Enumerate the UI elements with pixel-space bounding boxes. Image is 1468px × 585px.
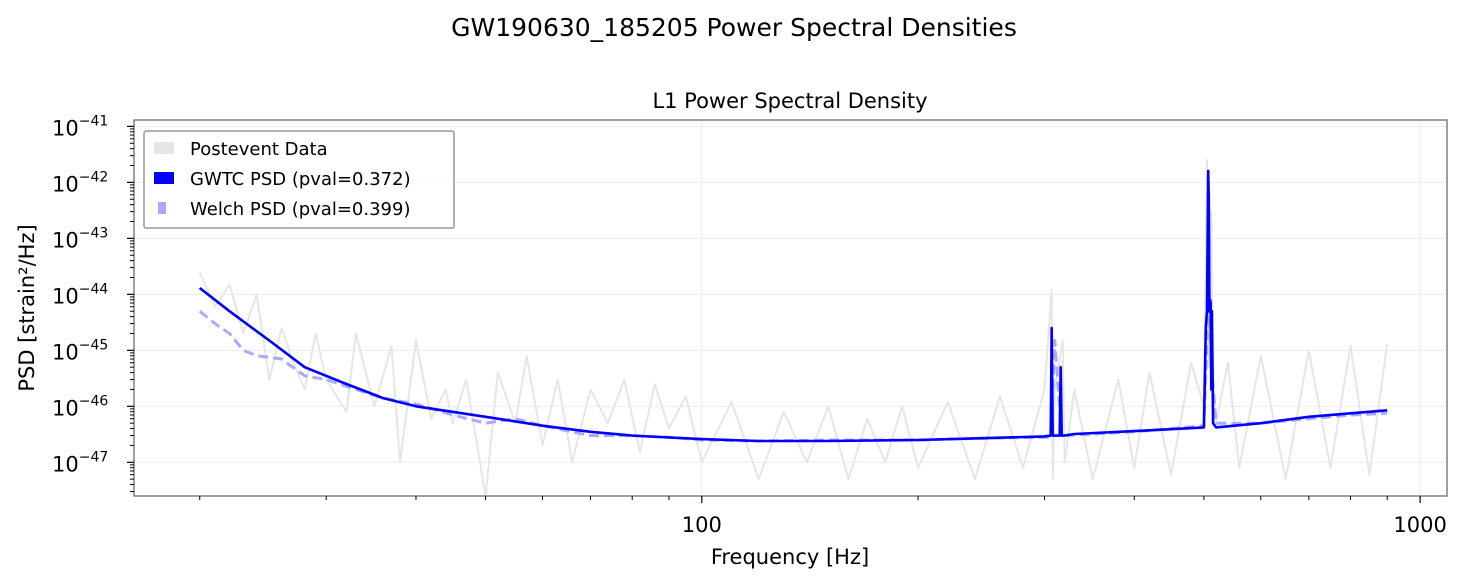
x-tick-label: 1000	[1393, 513, 1446, 537]
x-axis-label: Frequency [Hz]	[711, 545, 869, 569]
plot-frame	[133, 119, 1448, 497]
legend-swatch-welch	[158, 202, 166, 214]
axis-ticks: 100 100010−4710−4610−4510−4410−4310−4210−…	[52, 113, 1447, 537]
y-tick-label: 10−44	[52, 281, 108, 308]
y-tick-exponent: −45	[79, 337, 109, 353]
grid-lines	[134, 120, 1447, 496]
y-tick-base: 10	[52, 228, 79, 252]
y-axis-label: PSD [strain²/Hz]	[15, 224, 39, 391]
legend-label-postevent: Postevent Data	[190, 139, 328, 160]
y-tick-label: 10−47	[52, 449, 108, 476]
y-tick-exponent: −43	[79, 225, 109, 241]
series-gwtc-line	[198, 169, 1388, 443]
y-tick-label: 10−46	[52, 393, 108, 420]
legend-frame	[143, 130, 455, 229]
y-tick-exponent: −41	[79, 113, 109, 129]
y-tick-exponent: −47	[79, 449, 109, 465]
y-tick-base: 10	[52, 172, 79, 196]
legend-swatch-postevent	[154, 142, 174, 154]
legend: Postevent Data GWTC PSD (pval=0.372) Wel…	[143, 130, 455, 229]
legend-label-gwtc: GWTC PSD (pval=0.372)	[190, 169, 411, 190]
y-tick-base: 10	[52, 340, 79, 364]
y-tick-base: 10	[52, 396, 79, 420]
y-tick-label: 10−43	[52, 225, 108, 252]
chart-title: L1 Power Spectral Density	[652, 89, 927, 113]
legend-swatch-gwtc	[154, 172, 174, 184]
y-tick-exponent: −46	[79, 393, 109, 409]
y-tick-exponent: −42	[79, 169, 109, 185]
y-tick-label: 10−41	[52, 113, 108, 140]
y-tick-base: 10	[52, 284, 79, 308]
y-tick-label: 10−42	[52, 169, 108, 196]
x-tick-label: 100	[682, 513, 722, 537]
y-tick-base: 10	[52, 452, 79, 476]
y-tick-label: 10−45	[52, 337, 108, 364]
legend-label-welch: Welch PSD (pval=0.399)	[190, 199, 410, 220]
figure-suptitle: GW190630_185205 Power Spectral Densities	[451, 13, 1017, 42]
y-tick-base: 10	[52, 116, 79, 140]
y-tick-exponent: −44	[79, 281, 109, 297]
series-group	[198, 159, 1389, 496]
